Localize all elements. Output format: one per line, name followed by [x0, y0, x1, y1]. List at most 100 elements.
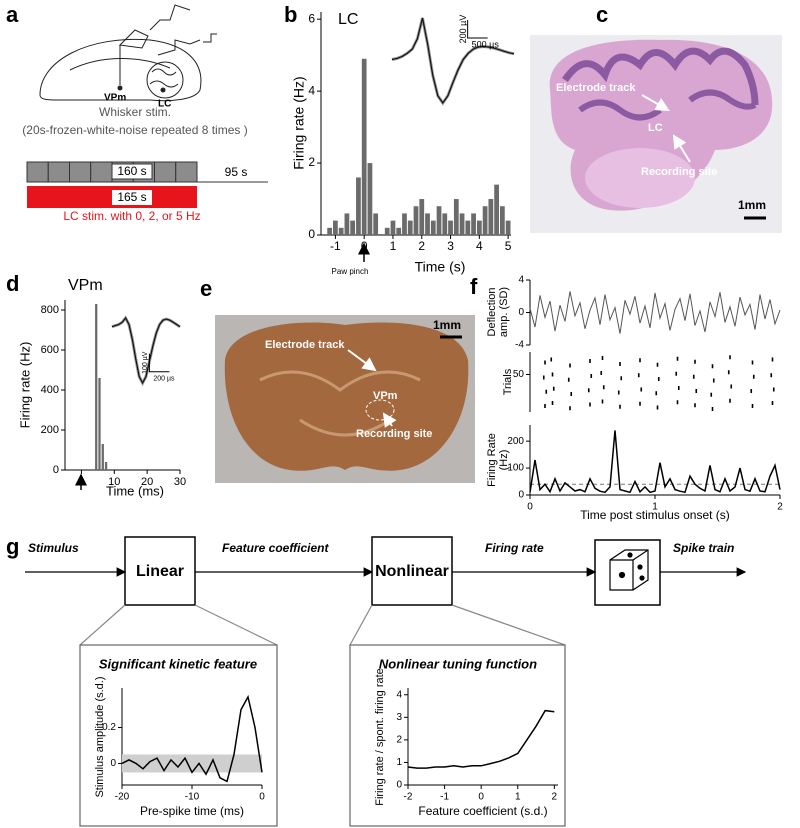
- x-tick-label: 1: [390, 239, 397, 253]
- bar: [95, 304, 98, 470]
- bar: [344, 213, 350, 235]
- bar: [338, 227, 344, 235]
- chart-title: Nonlinear tuning function: [379, 656, 537, 671]
- bar: [499, 206, 505, 235]
- spike: [551, 372, 554, 377]
- label: 165 s: [117, 190, 146, 204]
- label: LC: [648, 122, 663, 134]
- y-tick-label: 100: [507, 463, 524, 474]
- label: Electrode track: [556, 82, 636, 94]
- bar: [333, 220, 338, 235]
- spike: [772, 387, 775, 392]
- label: Electrode track: [265, 339, 345, 351]
- scale-label: 200 µs: [153, 376, 175, 383]
- y-tick-label: 800: [41, 304, 59, 316]
- whisker-blocks: [26, 161, 268, 183]
- spike: [711, 407, 714, 411]
- spike: [602, 385, 605, 390]
- scale-bar: [148, 353, 170, 373]
- bar: [98, 378, 101, 470]
- line: [121, 694, 263, 783]
- x-axis-label: Time post stimulus onset (s): [580, 508, 730, 522]
- bar: [430, 220, 436, 235]
- panel-letter: b: [284, 2, 297, 27]
- panel-letter: c: [596, 2, 608, 27]
- bar: [488, 199, 494, 235]
- bar: [101, 444, 104, 470]
- spike: [619, 404, 621, 409]
- y-tick-label: 4: [308, 83, 315, 97]
- label-box: [112, 190, 152, 205]
- spike: [751, 404, 754, 408]
- x-tick-label: 0: [259, 792, 265, 803]
- bar: [390, 220, 396, 235]
- spike: [569, 406, 571, 411]
- y-axis-label: Firing rate / spont. firing rate: [374, 668, 386, 806]
- flow-diagram: [25, 536, 747, 827]
- y-tick-label: 4: [518, 275, 524, 286]
- spike: [601, 356, 604, 360]
- spike: [770, 373, 773, 378]
- arrow: [672, 134, 691, 163]
- bar: [465, 220, 471, 235]
- y-axis-label: (Hz): [498, 450, 510, 471]
- y-axis-label: amp. (SD): [498, 287, 510, 337]
- spike: [544, 360, 546, 365]
- brain-section: [224, 322, 469, 471]
- x-tick-label: 30: [174, 476, 186, 488]
- spike: [729, 355, 731, 360]
- line: [529, 291, 781, 334]
- brain-sketch: [39, 4, 217, 102]
- bar: [407, 220, 413, 235]
- label: VPm: [373, 390, 398, 402]
- bar: [384, 227, 390, 235]
- bar: [425, 213, 430, 235]
- y-tick-label: 0: [518, 490, 524, 501]
- spike: [619, 362, 621, 366]
- y-tick-label: 2: [396, 735, 402, 746]
- y-tick-label: 0: [110, 758, 116, 769]
- spike: [675, 371, 678, 376]
- x-tick-label: -20: [115, 792, 130, 803]
- y-tick-label: 200: [41, 424, 59, 436]
- bar: [413, 206, 419, 235]
- cerebellum: [549, 39, 773, 211]
- y-axis-label: Trials: [502, 368, 514, 395]
- label: Firing rate: [485, 541, 544, 555]
- spike: [676, 400, 679, 405]
- spike: [751, 360, 754, 365]
- y-tick-label: 50: [513, 369, 525, 380]
- spike: [712, 378, 715, 383]
- y-tick-label: 0: [308, 227, 315, 241]
- label: Nonlinear: [375, 563, 449, 580]
- spike: [771, 357, 774, 362]
- y-tick-label: 0: [518, 307, 524, 318]
- spike: [545, 389, 548, 394]
- waveform: [391, 17, 515, 106]
- spike: [727, 370, 730, 375]
- bar: [356, 177, 361, 235]
- bar: [373, 213, 379, 235]
- x-axis-label: Time (ms): [106, 483, 164, 498]
- y-tick-label: 1: [396, 757, 402, 768]
- spike: [550, 357, 553, 362]
- chart-title: VPm: [68, 277, 103, 294]
- spike: [656, 362, 659, 367]
- bar: [471, 213, 476, 235]
- label: Stimulus: [28, 541, 79, 555]
- bar: [402, 213, 407, 235]
- label: Recording site: [641, 166, 717, 178]
- line: [529, 430, 781, 494]
- label: 1mm: [433, 318, 461, 332]
- label: Whisker stim.: [99, 105, 171, 119]
- label: 1mm: [738, 198, 766, 212]
- panel-letter: a: [6, 2, 19, 27]
- label: 95 s: [225, 165, 248, 179]
- bar: [448, 220, 453, 235]
- x-tick-label: -1: [440, 792, 449, 803]
- spike: [601, 399, 604, 404]
- bar: [476, 220, 482, 235]
- x-tick-label: -1: [330, 239, 341, 253]
- label: Recording site: [356, 428, 432, 440]
